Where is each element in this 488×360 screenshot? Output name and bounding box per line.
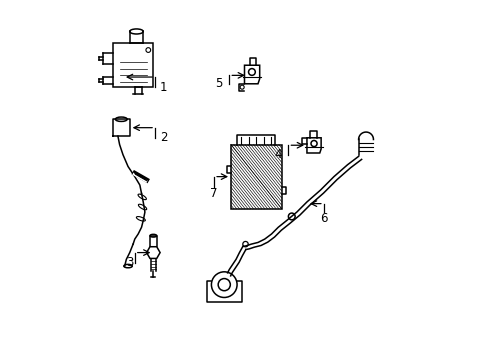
Text: 1: 1 (160, 81, 167, 94)
Text: 6: 6 (320, 212, 327, 225)
Text: 5: 5 (215, 77, 223, 90)
Text: 4: 4 (274, 148, 282, 161)
Text: 7: 7 (210, 187, 218, 200)
Text: 2: 2 (160, 131, 167, 144)
Text: 3: 3 (126, 256, 133, 269)
